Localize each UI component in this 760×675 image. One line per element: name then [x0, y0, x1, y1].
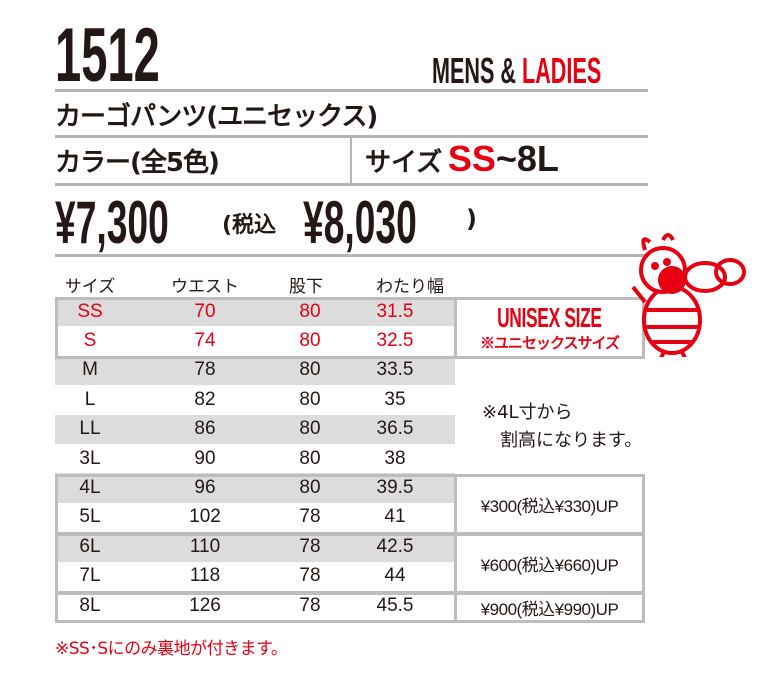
table-row: M 78 80 33.5 — [55, 355, 455, 386]
cell-thigh: 45.5 — [376, 594, 414, 616]
note-line-2: 割高になります。 — [500, 430, 643, 451]
price-with-tax: ¥8,030 — [303, 189, 417, 256]
cell-inseam: 80 — [299, 447, 321, 469]
table-row: LL 86 80 36.5 — [55, 414, 455, 444]
divider — [55, 183, 648, 186]
cell-thigh: 31.5 — [335, 297, 455, 327]
size-table: SS 70 80 31.5 S 74 80 32.5 M 78 80 33.5 L 82 80 35 LL 86 8… — [55, 297, 455, 620]
lining-note: ※SS･Sにのみ裏地が付きます。 — [55, 639, 288, 659]
cell-waist: 86 — [125, 414, 285, 444]
table-row: SS 70 80 31.5 — [55, 297, 455, 327]
header-size: サイズ — [64, 277, 116, 297]
price: ¥7,300 — [55, 189, 169, 256]
cell-thigh: 33.5 — [335, 355, 455, 386]
cell-waist: 102 — [189, 506, 221, 528]
table-row: 7L 118 78 44 — [55, 562, 455, 591]
cell-waist: 126 — [189, 594, 221, 616]
divider — [55, 89, 648, 92]
divider — [55, 254, 648, 257]
cell-waist: 74 — [194, 330, 216, 352]
cell-inseam: 80 — [285, 473, 335, 503]
group-border — [55, 297, 457, 359]
cell-size: 6L — [55, 532, 125, 562]
cell-inseam: 80 — [299, 330, 321, 352]
cell-waist: 118 — [189, 565, 221, 587]
size-range: サイズ SS~8L — [365, 138, 559, 179]
cell-thigh: 35 — [384, 388, 406, 410]
cell-inseam: 80 — [285, 297, 335, 327]
bee-mascot-icon — [631, 233, 746, 357]
table-row: 5L 102 78 41 — [55, 503, 455, 532]
cell-size: M — [55, 355, 125, 386]
cell-size: 3L — [79, 447, 101, 469]
table-row: 4L 96 80 39.5 — [55, 473, 455, 503]
cell-size: 4L — [55, 473, 125, 503]
cell-waist: 90 — [194, 447, 216, 469]
cell-inseam: 78 — [299, 506, 321, 528]
cell-waist: 82 — [194, 388, 216, 410]
table-row: 6L 110 78 42.5 — [55, 532, 455, 562]
cell-inseam: 80 — [285, 414, 335, 444]
cell-thigh: 39.5 — [335, 473, 455, 503]
product-code: 1512 — [55, 13, 160, 98]
gender-label: MENS & LADIES — [432, 50, 602, 91]
cell-thigh: 38 — [384, 447, 406, 469]
surcharge-8l: ¥900(税込¥990)UP — [455, 592, 645, 623]
surcharge-6l-7l: ¥600(税込¥660)UP — [455, 533, 645, 594]
table-row: S 74 80 32.5 — [55, 326, 455, 355]
cell-thigh: 44 — [384, 565, 406, 587]
cell-size: SS — [55, 297, 125, 327]
group-border — [55, 592, 457, 623]
header-thigh: わたり幅 — [376, 277, 444, 297]
cell-inseam: 78 — [285, 532, 335, 562]
cell-size: LL — [55, 414, 125, 444]
tax-close: ) — [466, 205, 477, 233]
cell-waist: 70 — [125, 297, 285, 327]
tax-label: (税込 — [222, 213, 277, 238]
product-name: カーゴパンツ(ユニセックス) — [55, 102, 378, 132]
cell-size: 7L — [79, 565, 101, 587]
surcharge-4l-5l: ¥300(税込¥330)UP — [455, 474, 645, 535]
table-row: 8L 126 78 45.5 — [55, 591, 455, 620]
cell-inseam: 80 — [285, 355, 335, 386]
cell-waist: 110 — [125, 532, 285, 562]
cell-inseam: 80 — [299, 388, 321, 410]
group-border — [55, 533, 457, 594]
table-row: L 82 80 35 — [55, 385, 455, 414]
cell-size: L — [84, 388, 96, 410]
header-waist: ウエスト — [171, 277, 239, 297]
divider — [350, 137, 352, 184]
group-border — [55, 474, 457, 535]
cell-inseam: 78 — [299, 594, 321, 616]
cell-waist: 78 — [125, 355, 285, 386]
cell-size: 8L — [79, 594, 101, 616]
cell-inseam: 78 — [299, 565, 321, 587]
cell-thigh: 42.5 — [335, 532, 455, 562]
divider — [55, 135, 648, 138]
cell-thigh: 32.5 — [376, 330, 414, 352]
cell-waist: 96 — [125, 473, 285, 503]
cell-thigh: 41 — [384, 506, 406, 528]
color-count: カラー(全5色) — [55, 148, 220, 178]
note-line-1: ※4L寸から — [482, 402, 573, 423]
cell-thigh: 36.5 — [335, 414, 455, 444]
header-inseam: 股下 — [289, 277, 323, 297]
cell-size: 5L — [79, 506, 101, 528]
cell-size: S — [83, 330, 97, 352]
table-row: 3L 90 80 38 — [55, 444, 455, 473]
